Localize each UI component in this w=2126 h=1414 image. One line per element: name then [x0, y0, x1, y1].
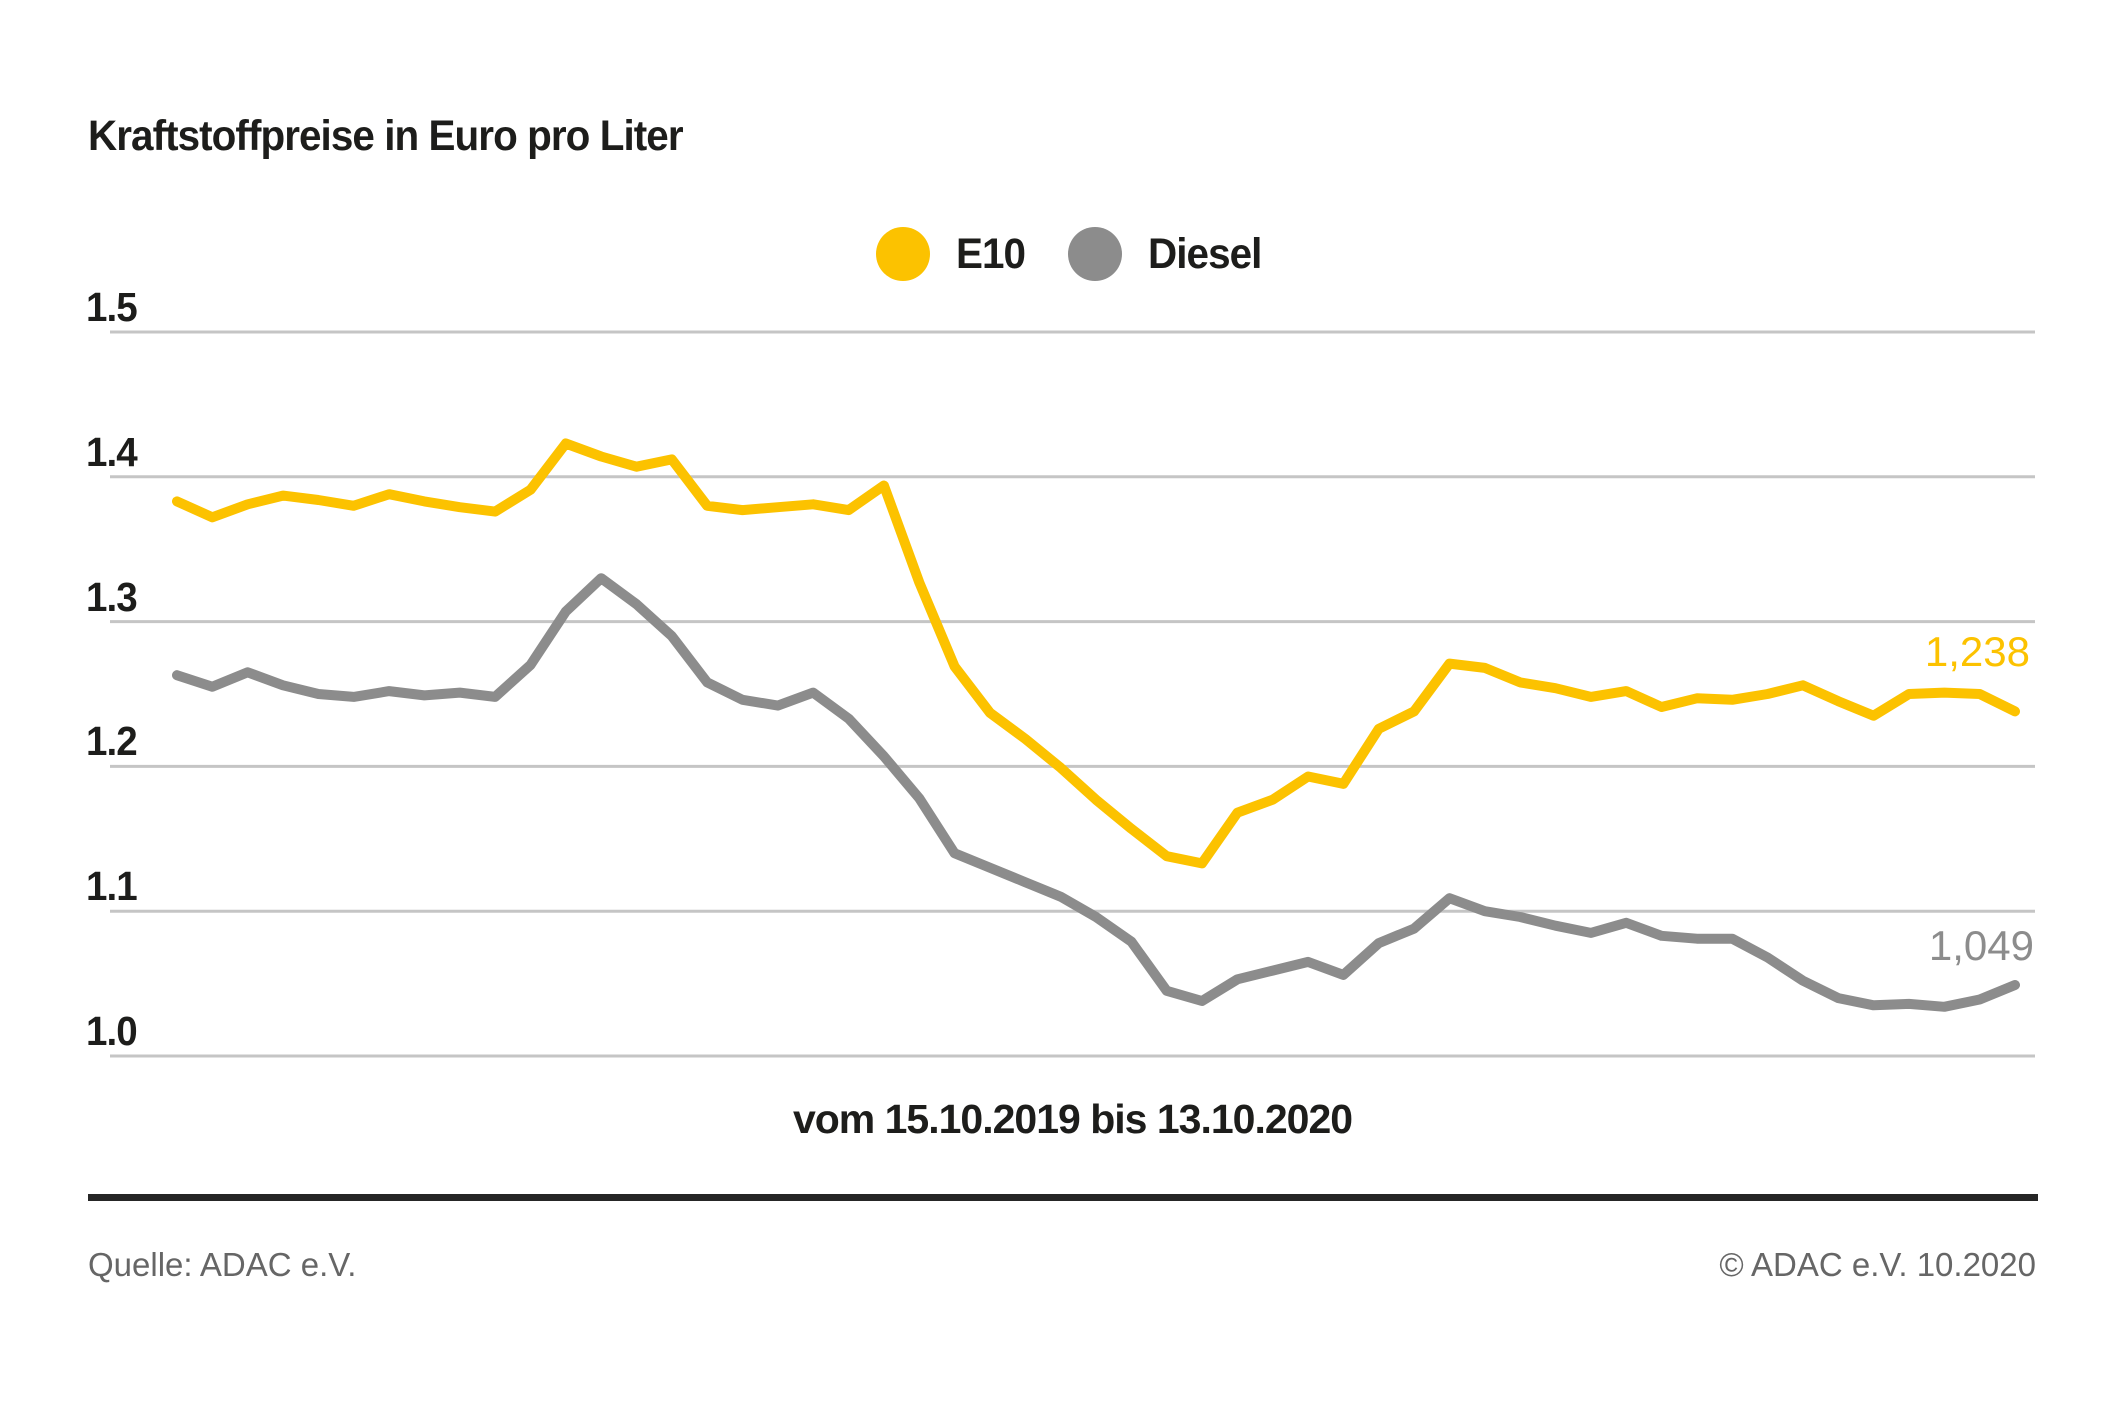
- series-line-e10: [172, 438, 2020, 869]
- source-text: Quelle: ADAC e.V.: [88, 1246, 357, 1283]
- y-tick-1-0: 1.0: [86, 1008, 138, 1054]
- y-tick-1-3: 1.3: [86, 573, 138, 620]
- legend-label-diesel: Diesel: [1147, 229, 1262, 278]
- diesel-end-value-label: 1,049: [1928, 922, 2034, 969]
- footer-divider: [88, 1194, 2038, 1201]
- y-tick-1-2: 1.2: [86, 718, 138, 765]
- e10-dot-icon: [876, 227, 931, 281]
- y-tick-1-1: 1.1: [86, 863, 138, 910]
- legend-label-e10: E10: [956, 229, 1026, 278]
- x-axis-caption: vom 15.10.2019 bis 13.10.2020: [792, 1096, 1353, 1142]
- legend-item-e10: E10: [876, 227, 1030, 281]
- legend: E10 Diesel: [110, 224, 2035, 284]
- e10-end-value-label: 1,238: [1924, 628, 2030, 675]
- series-line-diesel: [172, 573, 2020, 1012]
- diesel-dot-icon: [1067, 227, 1122, 281]
- y-tick-1-4: 1.4: [86, 428, 138, 475]
- y-tick-1-5: 1.5: [86, 284, 138, 330]
- legend-item-diesel: Diesel: [1067, 227, 1269, 281]
- copyright-text: © ADAC e.V. 10.2020: [1719, 1246, 2036, 1283]
- page-title: Kraftstoffpreise in Euro pro Liter: [88, 112, 684, 160]
